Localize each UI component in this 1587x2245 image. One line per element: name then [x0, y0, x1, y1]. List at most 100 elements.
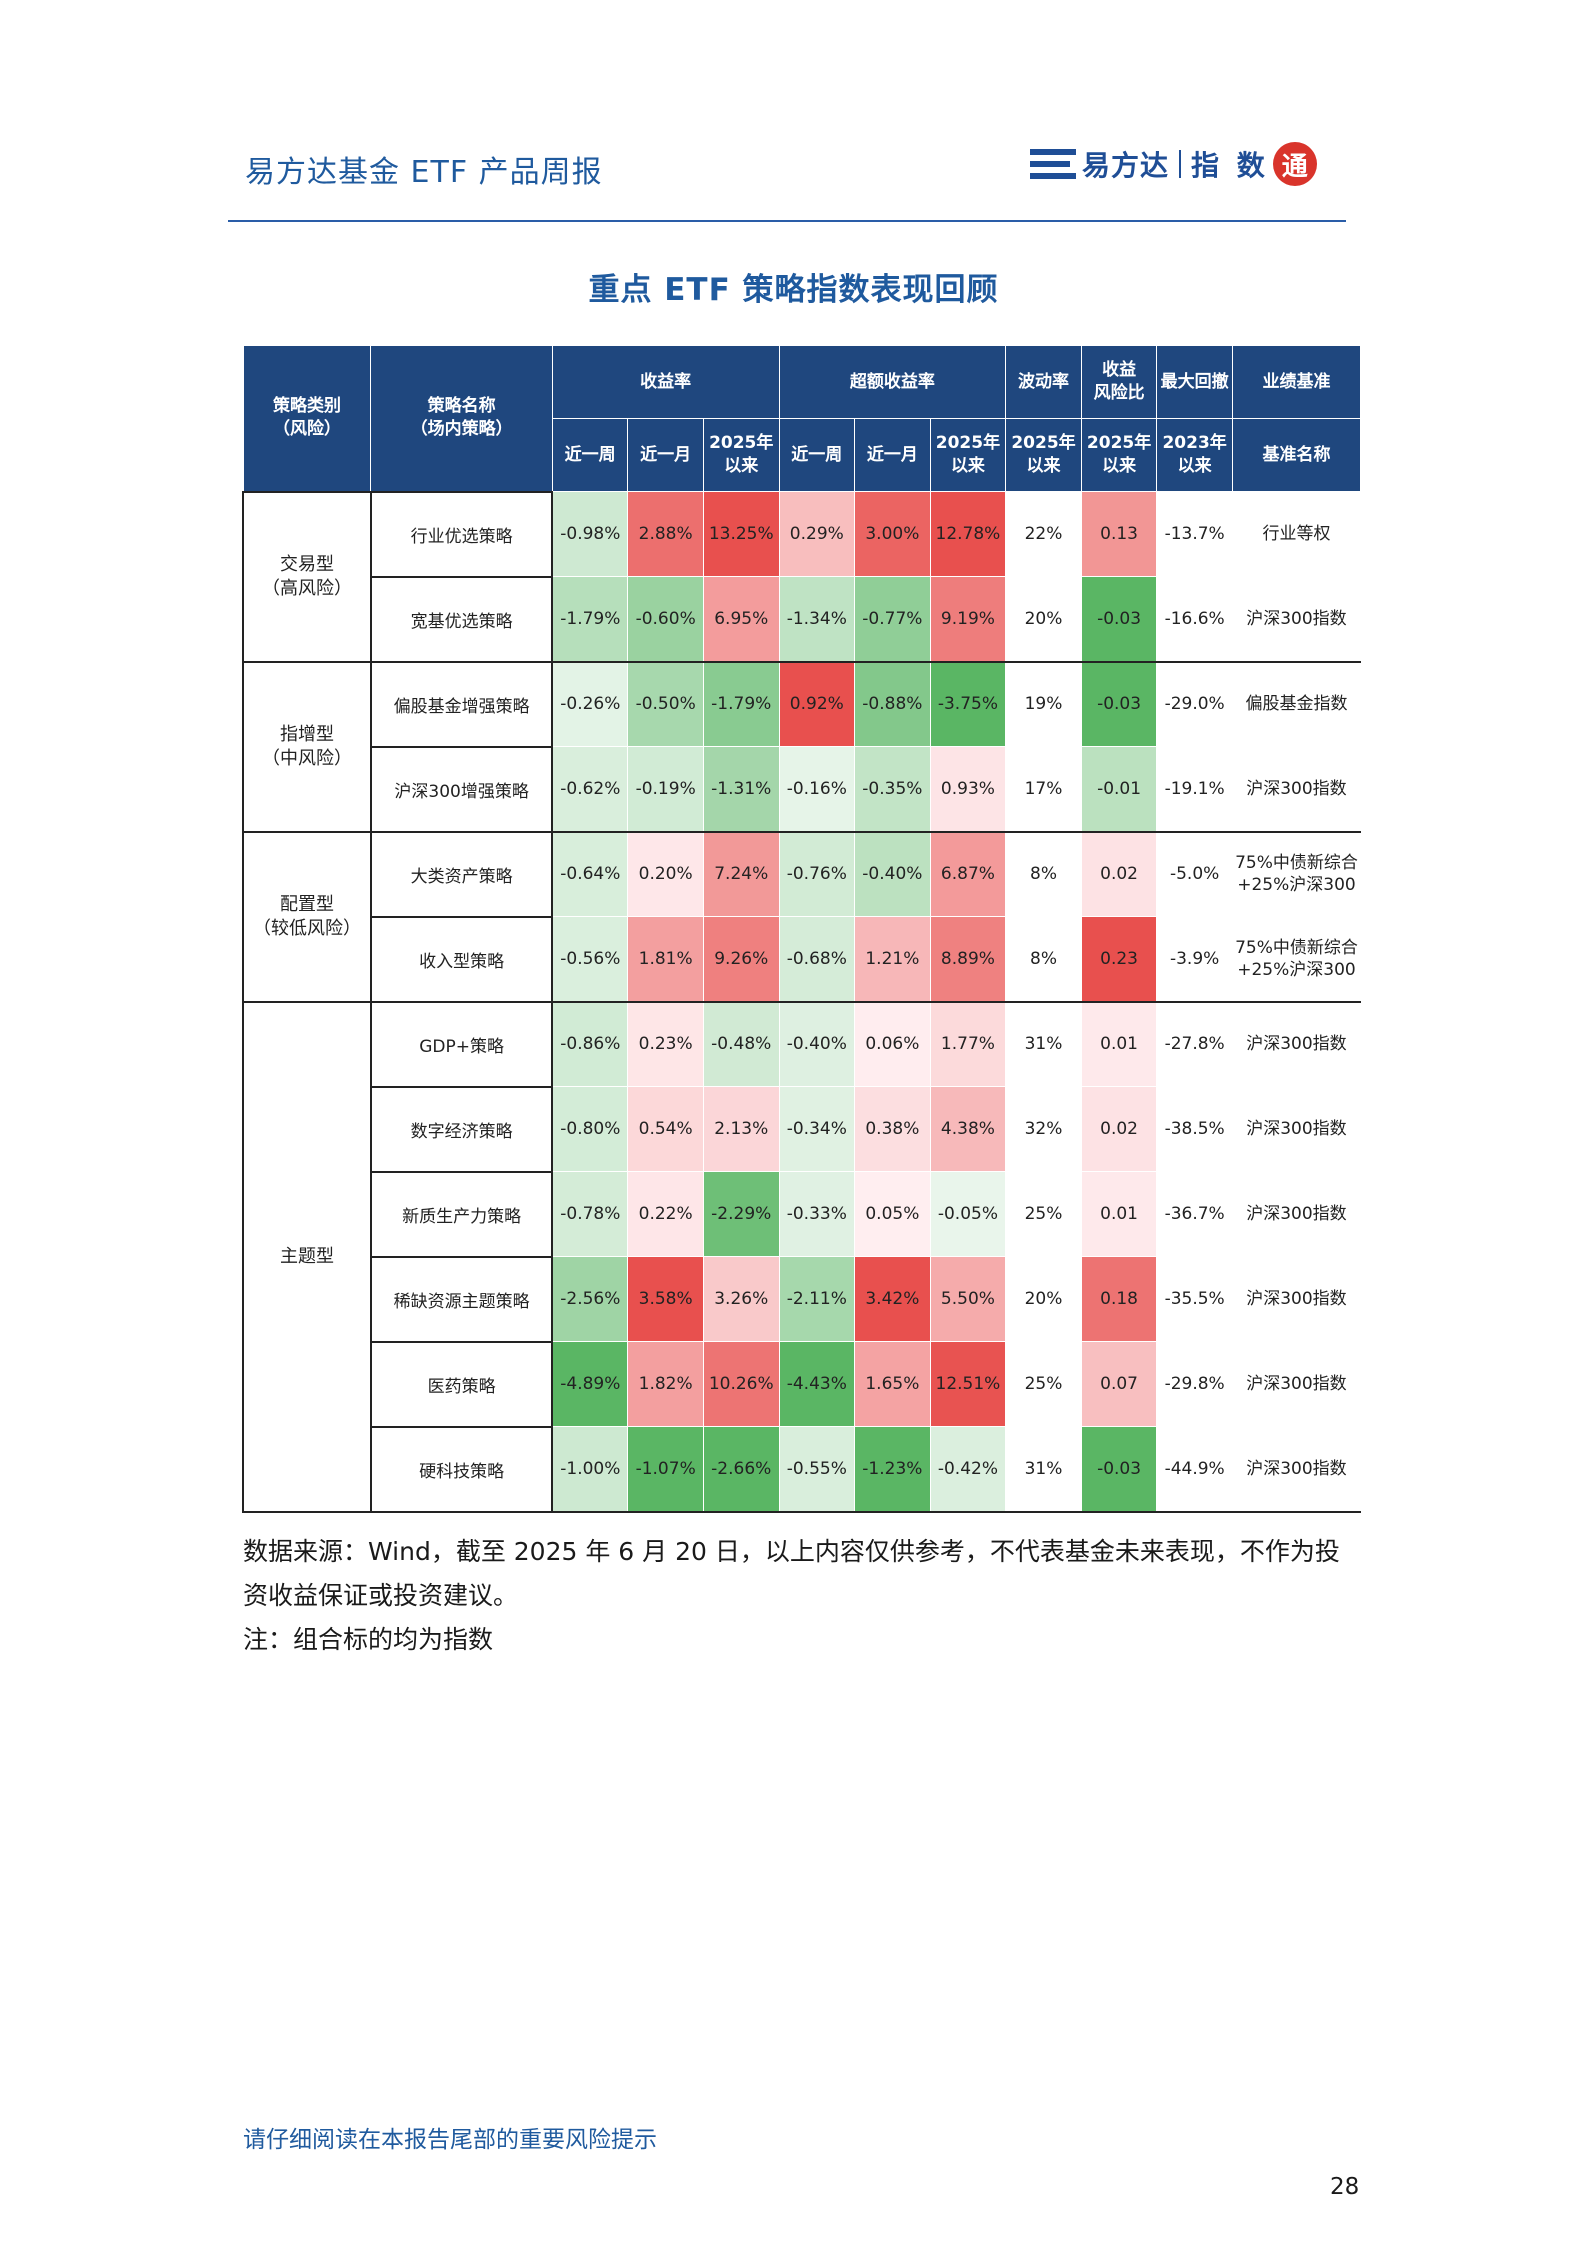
value-cell: -2.56%	[551, 1256, 629, 1342]
footnote: 注：组合标的均为指数	[243, 1625, 494, 1654]
value-cell: 0.93%	[929, 746, 1007, 833]
value-cell: -0.56%	[551, 916, 629, 1003]
strategy-name-cell: 宽基优选策略	[369, 575, 554, 663]
logo-separator	[1179, 150, 1182, 178]
value-cell: 75%中债新综合 +25%沪深300	[1231, 831, 1362, 917]
col-subhead: 近一月	[627, 418, 704, 492]
value-cell: -0.55%	[778, 1426, 856, 1513]
table-row: 指增型 （中风险） 偏股基金增强策略 -0.26% -0.50% -1.79% 0.92%…	[242, 660, 1362, 833]
strategy-name-cell: 沪深300增强策略	[369, 745, 554, 833]
value-cell: 5.50%	[929, 1256, 1007, 1342]
value-cell: -0.64%	[551, 831, 629, 917]
value-cell: 8.89%	[929, 916, 1007, 1003]
value-cell: -0.26%	[551, 661, 629, 747]
table-row: 主题型 GDP+策略 -0.86% 0.23% -0.48% -0.40% 0.06% 1.7…	[242, 1000, 1362, 1513]
value-cell: 沪深300指数	[1231, 1001, 1362, 1087]
value-cell: -1.31%	[702, 746, 780, 833]
strategy-name-cell: 稀缺资源主题策略	[369, 1255, 554, 1343]
value-cell: -0.88%	[854, 661, 931, 747]
logo-brand-text: 易方达	[1082, 149, 1170, 182]
value-cell: 25%	[1005, 1171, 1082, 1257]
brand-logo: 易方达 指 数 通	[1030, 140, 1317, 188]
col-subhead: 2023年 以来	[1156, 418, 1233, 492]
value-cell: 0.01	[1080, 1001, 1158, 1087]
value-cell: -0.40%	[778, 1001, 856, 1087]
col-subhead: 2025年 以来	[1080, 418, 1158, 492]
category-cell: 主题型	[242, 1000, 372, 1513]
value-cell: -2.66%	[702, 1426, 780, 1513]
value-cell: 3.00%	[854, 491, 931, 577]
col-subhead: 2025年 以来	[929, 418, 1007, 492]
value-cell: -0.19%	[627, 746, 704, 833]
value-cell: 20%	[1005, 576, 1082, 663]
value-cell: -29.0%	[1156, 661, 1233, 747]
value-cell: 12.78%	[929, 491, 1007, 577]
col-subhead: 2025年 以来	[702, 418, 780, 492]
value-cell: 1.82%	[627, 1341, 704, 1427]
category-cell: 指增型 （中风险）	[242, 660, 372, 833]
value-cell: 31%	[1005, 1426, 1082, 1513]
table-row: 硬科技策略 -1.00% -1.07% -2.66% -0.55% -1.23% -0.42…	[243, 1425, 1362, 1513]
col-subhead: 近一月	[854, 418, 931, 492]
value-cell: -0.33%	[778, 1171, 856, 1257]
value-cell: 19%	[1005, 661, 1082, 747]
value-cell: -3.9%	[1156, 916, 1233, 1003]
value-cell: 偏股基金指数	[1231, 661, 1362, 747]
col-head-name-text: 策略名称 （场内策略）	[410, 396, 513, 440]
strategy-name-cell: 新质生产力策略	[369, 1170, 554, 1258]
value-cell: 9.19%	[929, 576, 1007, 663]
value-cell: 31%	[1005, 1001, 1082, 1087]
value-cell: 沪深300指数	[1231, 1426, 1362, 1513]
value-cell: 3.58%	[627, 1256, 704, 1342]
col-subhead: 2025年 以来	[1005, 418, 1082, 492]
value-cell: 7.24%	[702, 831, 780, 917]
value-cell: -16.6%	[1156, 576, 1233, 663]
value-cell: 行业等权	[1231, 491, 1362, 577]
value-cell: 75%中债新综合 +25%沪深300	[1231, 916, 1362, 1003]
value-cell: -4.43%	[778, 1341, 856, 1427]
strategy-name-cell: 医药策略	[369, 1340, 554, 1428]
value-cell: 2.88%	[627, 491, 704, 577]
value-cell: -3.75%	[929, 661, 1007, 747]
value-cell: 0.05%	[854, 1171, 931, 1257]
value-cell: 10.26%	[702, 1341, 780, 1427]
value-cell: 25%	[1005, 1341, 1082, 1427]
value-cell: -0.34%	[778, 1086, 856, 1172]
category-cell: 交易型 （高风险）	[242, 490, 372, 663]
value-cell: -1.00%	[551, 1426, 629, 1513]
table-row: 沪深300增强策略 -0.62% -0.19% -1.31% -0.16% -0.35% 0…	[243, 745, 1362, 833]
value-cell: 1.21%	[854, 916, 931, 1003]
value-cell: 8%	[1005, 831, 1082, 917]
table-row: 稀缺资源主题策略 -2.56% 3.58% 3.26% -2.11% 3.42% 5.50%…	[243, 1255, 1362, 1343]
value-cell: -0.01	[1080, 746, 1158, 833]
value-cell: 0.07	[1080, 1341, 1158, 1427]
value-cell: 0.23	[1080, 916, 1158, 1003]
value-cell: 0.38%	[854, 1086, 931, 1172]
value-cell: -1.34%	[778, 576, 856, 663]
logo-sub-text: 指 数	[1191, 149, 1269, 182]
value-cell: -13.7%	[1156, 491, 1233, 577]
value-cell: -0.86%	[551, 1001, 629, 1087]
value-cell: -2.11%	[778, 1256, 856, 1342]
value-cell: -0.03	[1080, 1426, 1158, 1513]
table-row: 新质生产力策略 -0.78% 0.22% -2.29% -0.33% 0.05% -0.05…	[243, 1170, 1362, 1258]
strategy-name-cell: 偏股基金增强策略	[369, 660, 554, 748]
value-cell: 3.42%	[854, 1256, 931, 1342]
value-cell: 32%	[1005, 1086, 1082, 1172]
col-head-category-text: 策略类别 （风险）	[272, 396, 341, 440]
value-cell: 9.26%	[702, 916, 780, 1003]
value-cell: -0.50%	[627, 661, 704, 747]
value-cell: -0.78%	[551, 1171, 629, 1257]
value-cell: 沪深300指数	[1231, 576, 1362, 663]
value-cell: 6.95%	[702, 576, 780, 663]
value-cell: 4.38%	[929, 1086, 1007, 1172]
strategy-performance-table: 策略类别 （风险） 策略名称 （场内策略） 收益率 超额收益率 波动率 收益 风…	[242, 345, 1362, 1513]
strategy-name-cell: 收入型策略	[369, 915, 554, 1003]
col-group-vol: 波动率	[1005, 345, 1082, 419]
value-cell: 1.65%	[854, 1341, 931, 1427]
value-cell: 0.92%	[778, 661, 856, 747]
value-cell: 沪深300指数	[1231, 1171, 1362, 1257]
value-cell: 0.06%	[854, 1001, 931, 1087]
value-cell: -1.79%	[702, 661, 780, 747]
table-row: 宽基优选策略 -1.79% -0.60% 6.95% -1.34% -0.77% 9.19%…	[243, 575, 1362, 663]
